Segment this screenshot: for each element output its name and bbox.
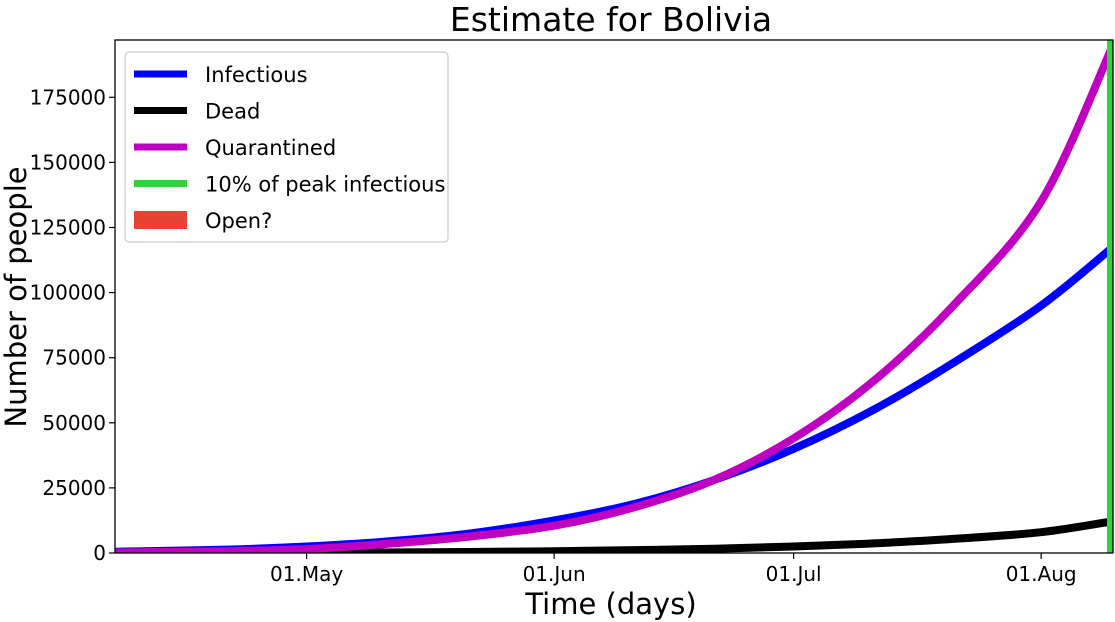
legend-label: 10% of peak infectious (205, 173, 445, 197)
y-tick-label: 125000 (30, 215, 106, 239)
x-tick-label: 01.May (270, 562, 343, 586)
chart-title: Estimate for Bolivia (450, 0, 772, 39)
y-tick-label: 150000 (30, 150, 106, 174)
y-tick-label: 25000 (42, 476, 106, 500)
legend-swatch-open (134, 211, 187, 229)
legend: Infectious Dead Quarantined 10% of peak inf… (124, 51, 449, 243)
y-tick-label: 175000 (30, 85, 106, 109)
y-axis-label: Number of people (0, 166, 33, 427)
legend-label: Quarantined (205, 136, 336, 160)
x-tick-label: 01.Aug (1006, 562, 1077, 586)
legend-label: Open? (205, 209, 272, 233)
legend-box (124, 51, 449, 243)
y-tick-label: 0 (93, 541, 106, 565)
legend-label: Infectious (205, 63, 308, 87)
x-axis-label: Time (days) (524, 587, 696, 621)
x-tick-label: 01.Jul (766, 562, 822, 586)
y-tick-label: 75000 (42, 346, 106, 370)
legend-label: Dead (205, 100, 260, 124)
series-line-quarantined (115, 41, 1113, 553)
x-tick-label: 01.Jun (523, 562, 586, 586)
tick-layer: 0 25000 50000 75000 100000 125000 150000 175000… (30, 85, 1077, 586)
plot-frame (114, 39, 1114, 554)
y-tick-label: 100000 (30, 281, 106, 305)
y-tick-label: 50000 (42, 411, 106, 435)
